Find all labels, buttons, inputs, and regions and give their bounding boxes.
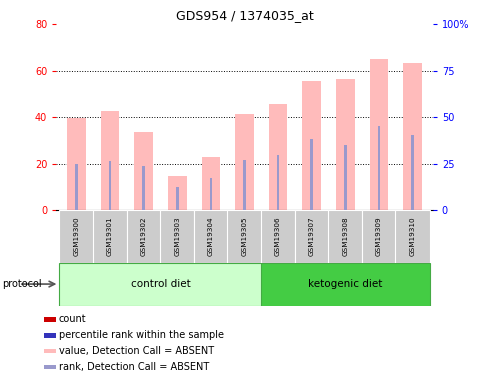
Text: value, Detection Call = ABSENT: value, Detection Call = ABSENT (59, 346, 213, 356)
Bar (201, 157, 220, 210)
Text: GSM19309: GSM19309 (375, 216, 381, 256)
Bar (126, 210, 161, 262)
Bar (243, 160, 245, 210)
Bar (369, 59, 387, 210)
Text: GSM19303: GSM19303 (174, 216, 180, 256)
Text: GSM19307: GSM19307 (308, 216, 314, 256)
Bar (335, 79, 354, 210)
Bar (44, 317, 56, 322)
Text: rank, Detection Call = ABSENT: rank, Detection Call = ABSENT (59, 362, 208, 372)
Bar (101, 111, 119, 210)
Title: GDS954 / 1374035_at: GDS954 / 1374035_at (175, 9, 313, 22)
Bar (209, 177, 212, 210)
Bar (44, 350, 56, 354)
Bar (93, 210, 127, 262)
Bar (142, 166, 144, 210)
Text: GSM19304: GSM19304 (207, 216, 213, 256)
Bar (67, 118, 85, 210)
Bar (302, 81, 320, 210)
Bar (227, 210, 261, 262)
Bar (160, 210, 194, 262)
Bar (395, 210, 429, 262)
Text: percentile rank within the sample: percentile rank within the sample (59, 330, 223, 340)
Bar (261, 262, 429, 306)
Text: protocol: protocol (2, 279, 42, 289)
Bar (235, 114, 253, 210)
Bar (410, 135, 413, 210)
Text: control diet: control diet (130, 279, 190, 289)
Text: GSM19300: GSM19300 (73, 216, 79, 256)
Text: GSM19301: GSM19301 (107, 216, 113, 256)
Bar (268, 104, 287, 210)
Bar (193, 210, 227, 262)
Bar (44, 333, 56, 338)
Bar (294, 210, 328, 262)
Text: GSM19310: GSM19310 (409, 216, 415, 256)
Bar (310, 139, 312, 210)
Bar (59, 262, 261, 306)
Bar (134, 132, 153, 210)
Bar (176, 187, 178, 210)
Bar (377, 126, 380, 210)
Bar (108, 161, 111, 210)
Bar (276, 156, 279, 210)
Bar (344, 145, 346, 210)
Bar (361, 210, 395, 262)
Bar (75, 164, 78, 210)
Bar (168, 176, 186, 210)
Text: GSM19302: GSM19302 (141, 216, 146, 256)
Text: ketogenic diet: ketogenic diet (307, 279, 382, 289)
Bar (44, 365, 56, 369)
Text: GSM19308: GSM19308 (342, 216, 347, 256)
Bar (261, 210, 295, 262)
Bar (327, 210, 362, 262)
Text: GSM19305: GSM19305 (241, 216, 247, 256)
Text: GSM19306: GSM19306 (275, 216, 281, 256)
Bar (59, 210, 93, 262)
Bar (403, 63, 421, 210)
Text: count: count (59, 315, 86, 324)
